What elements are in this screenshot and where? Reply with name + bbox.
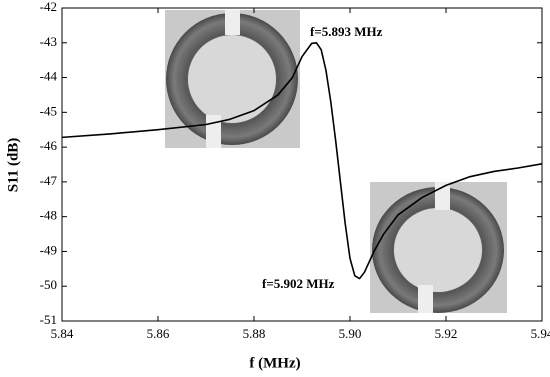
x-tick-label: 5.90 bbox=[339, 326, 362, 341]
x-tick-label: 5.94 bbox=[531, 326, 550, 341]
x-tick-label: 5.84 bbox=[51, 326, 74, 341]
line bbox=[61, 41, 543, 280]
inset-image bbox=[370, 182, 507, 313]
y-tick-label: -51 bbox=[40, 312, 57, 327]
y-tick-label: -46 bbox=[40, 138, 58, 153]
y-tick-label: -49 bbox=[40, 242, 57, 257]
y-tick-label: -50 bbox=[40, 277, 57, 292]
y-tick-label: -48 bbox=[40, 208, 57, 223]
x-axis-title: f (MHz) bbox=[249, 355, 300, 371]
inset-image bbox=[165, 10, 300, 148]
y-tick-label: -43 bbox=[40, 34, 57, 49]
x-tick-label: 5.92 bbox=[435, 326, 458, 341]
y-tick-label: -42 bbox=[40, 0, 57, 14]
annotation: f=5.902 MHz bbox=[262, 276, 335, 291]
y-axis-title: S11 (dB) bbox=[5, 138, 21, 193]
x-tick-label: 5.86 bbox=[147, 326, 170, 341]
y-tick-label: -44 bbox=[40, 69, 58, 84]
x-tick-label: 5.88 bbox=[243, 326, 266, 341]
y-tick-label: -47 bbox=[40, 173, 58, 188]
annotation: f=5.893 MHz bbox=[310, 24, 383, 39]
y-tick-label: -45 bbox=[40, 103, 57, 118]
